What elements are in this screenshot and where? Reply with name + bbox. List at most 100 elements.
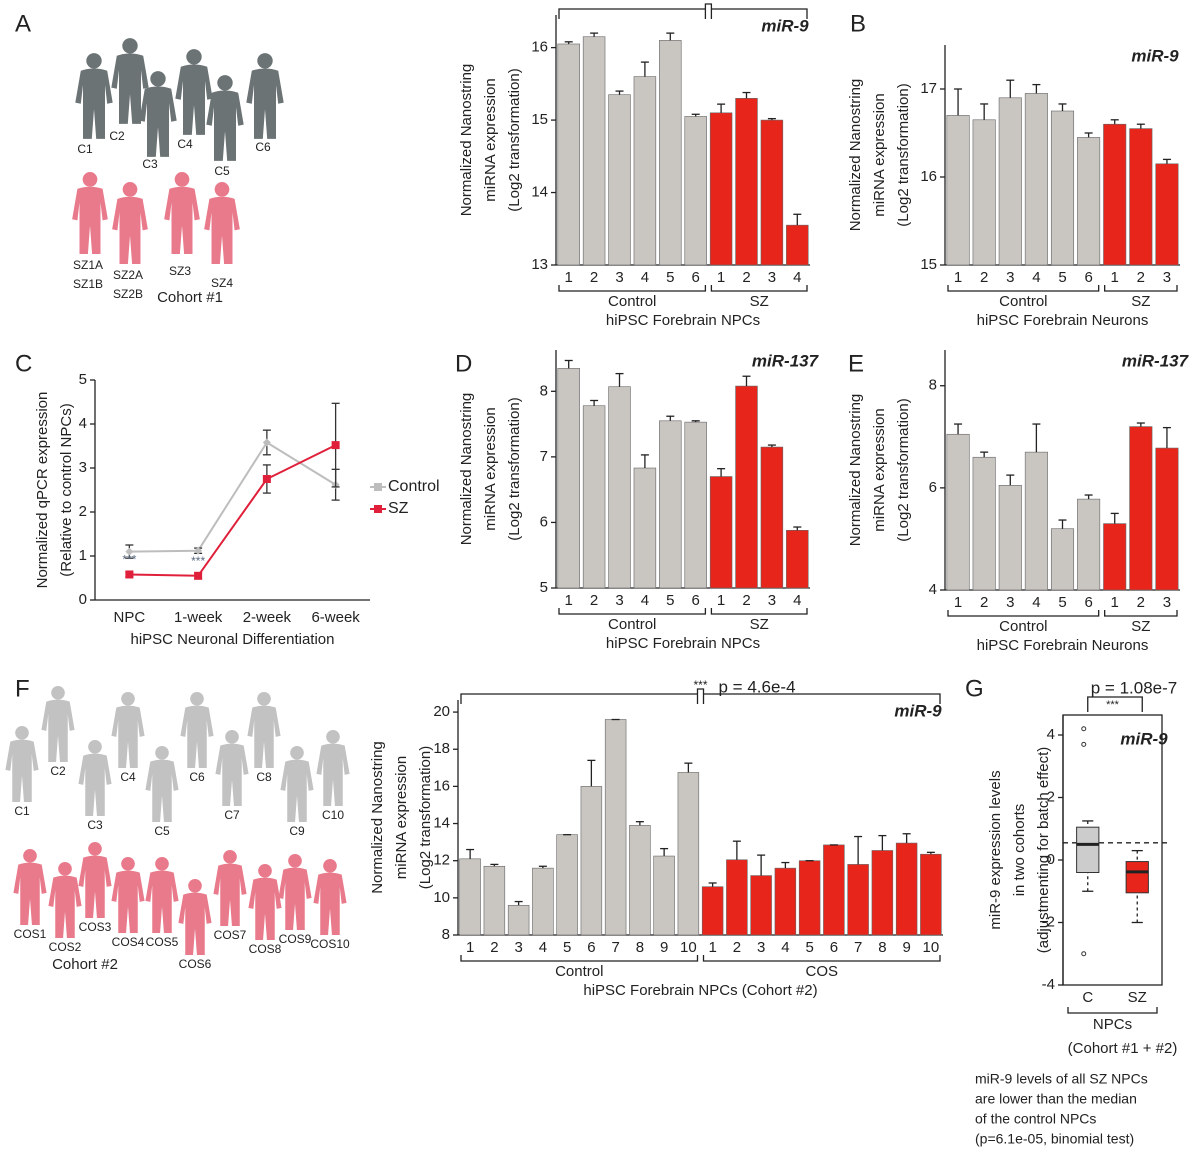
- panel-letter: D: [455, 350, 472, 377]
- box: [1126, 862, 1148, 893]
- p-value: p = 1.08e-7: [1091, 678, 1178, 697]
- x-tick-label: 5: [563, 939, 571, 956]
- bar: [558, 368, 580, 588]
- annotation: miR-9: [1120, 729, 1168, 748]
- y-axis-label: miRNA expression: [393, 756, 410, 879]
- y-tick-label: 14: [531, 184, 548, 201]
- bar: [583, 406, 605, 588]
- annotation: miR-137: [752, 351, 820, 370]
- panel-letter: A: [15, 10, 31, 37]
- y-tick-label: 10: [433, 889, 450, 906]
- bar: [659, 421, 681, 588]
- group-bracket: [559, 285, 705, 291]
- y-tick-label: 20: [433, 703, 450, 720]
- group-bracket: [1068, 1007, 1157, 1013]
- bar: [629, 825, 650, 935]
- person-label: C8: [256, 770, 272, 784]
- person-icon: [5, 726, 38, 802]
- x-tick-label: 2: [590, 269, 598, 286]
- y-tick-label: 4: [929, 581, 937, 598]
- bar: [685, 116, 707, 265]
- person-icon: [112, 182, 148, 264]
- x-tick-label: 8: [636, 939, 644, 956]
- x-tick-label: 10: [680, 939, 697, 956]
- x-tick-label: 6: [587, 939, 595, 956]
- panel-letter: E: [848, 350, 864, 377]
- bar: [710, 477, 732, 588]
- cohort-title: Cohort #2: [52, 956, 118, 973]
- box: [1077, 827, 1099, 872]
- bar: [508, 905, 529, 935]
- x-tick-label: 1: [565, 269, 573, 286]
- x-axis-label: hiPSC Forebrain NPCs (Cohort #2): [583, 982, 817, 999]
- group-label: Control: [608, 293, 656, 310]
- y-axis-label: miR-9 expression levels: [987, 770, 1004, 929]
- x-tick-label: 1: [1111, 594, 1119, 611]
- person-label: C2: [50, 764, 66, 778]
- person-icon: [48, 862, 81, 938]
- x-axis-label: hiPSC Forebrain Neurons: [977, 637, 1149, 654]
- y-tick-label: 14: [433, 815, 450, 832]
- significance-label: ***: [693, 678, 707, 692]
- x-tick-label: 1: [717, 592, 725, 609]
- y-tick-label: 16: [531, 39, 548, 56]
- y-tick-label: 4: [79, 415, 87, 432]
- bar: [1156, 448, 1178, 590]
- x-tick-label: 5: [666, 269, 674, 286]
- cohort-title: Cohort #1: [157, 289, 223, 306]
- y-tick-label: 6: [929, 479, 937, 496]
- y-tick-label: 3: [79, 459, 87, 476]
- x-axis-label: hiPSC Forebrain NPCs: [606, 312, 760, 329]
- y-axis-label: Normalized qPCR expression: [34, 392, 51, 589]
- y-axis-label: miRNA expression: [871, 408, 888, 531]
- note-line: (p=6.1e-05, binomial test): [975, 1131, 1134, 1147]
- bar: [1077, 137, 1099, 265]
- annotation: miR-9: [1131, 46, 1179, 65]
- x-axis-label: (Cohort #1 + #2): [1068, 1040, 1178, 1057]
- x-tick-label: 2: [742, 269, 750, 286]
- x-axis-label: hiPSC Neuronal Differentiation: [130, 631, 334, 648]
- bar: [558, 44, 580, 265]
- note-line: are lower than the median: [975, 1091, 1137, 1107]
- x-tick-label: 3: [757, 939, 765, 956]
- group-label: Control: [999, 293, 1047, 310]
- person-icon: [41, 686, 74, 762]
- x-tick-label: 2: [733, 939, 741, 956]
- bar: [973, 120, 995, 265]
- person-icon: [280, 746, 313, 822]
- note-line: miR-9 levels of all SZ NPCs: [975, 1071, 1148, 1087]
- x-axis-label: NPCs: [1093, 1016, 1132, 1033]
- y-tick-label: 6: [540, 513, 548, 530]
- legend-label: SZ: [388, 500, 409, 517]
- x-tick-label: 3: [1163, 269, 1171, 286]
- bar: [1130, 427, 1152, 590]
- x-tick-label: 6: [692, 592, 700, 609]
- panel-letter: C: [15, 350, 32, 377]
- bar: [920, 854, 941, 935]
- group-bracket: [559, 608, 705, 614]
- person-icon: [164, 172, 200, 254]
- person-icon: [72, 172, 108, 254]
- x-tick-label: 3: [768, 592, 776, 609]
- bar: [726, 860, 747, 935]
- y-tick-label: 17: [920, 80, 937, 97]
- x-tick-label: 3: [1006, 269, 1014, 286]
- person-icon: [215, 730, 248, 806]
- bar: [999, 98, 1021, 265]
- bar: [761, 120, 783, 265]
- x-tick-label: 7: [854, 939, 862, 956]
- bar: [947, 434, 969, 590]
- y-axis-label: miRNA expression: [482, 407, 499, 530]
- x-tick-label: 4: [641, 269, 649, 286]
- x-tick-label: 4: [641, 592, 649, 609]
- bar: [1025, 93, 1047, 265]
- annotation: miR-137: [1122, 351, 1190, 370]
- y-axis-label: (Log2 transformation): [895, 398, 912, 541]
- point: [125, 570, 133, 578]
- figure: ABCDEFGC1C2C3C4C5C6SZ1ASZ1BSZ2ASZ2BSZ3SZ…: [0, 0, 1203, 1156]
- bar: [1156, 164, 1178, 265]
- bar: [685, 422, 707, 588]
- panel-letter: B: [850, 10, 866, 37]
- person-icon: [278, 854, 311, 930]
- person-label: COS7: [214, 928, 247, 942]
